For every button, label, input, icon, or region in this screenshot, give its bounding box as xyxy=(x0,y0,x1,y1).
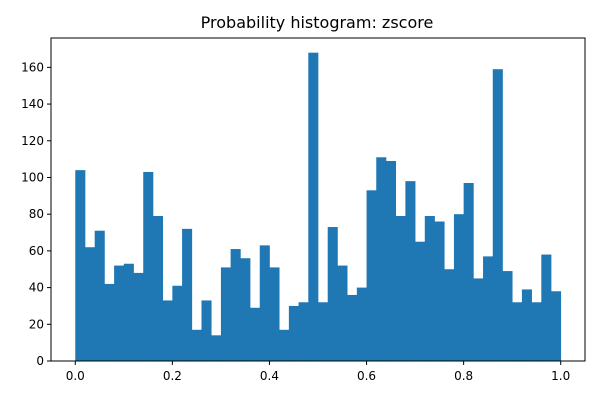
histogram-bar xyxy=(230,249,241,361)
histogram-bar xyxy=(347,294,358,361)
histogram-bar xyxy=(172,285,183,361)
y-tick-label: 0 xyxy=(36,354,44,368)
histogram-bar xyxy=(512,302,523,361)
histogram-bar xyxy=(337,265,348,361)
x-tick-label: 1.0 xyxy=(551,369,570,383)
x-tick-label: 0.8 xyxy=(454,369,473,383)
histogram-bar xyxy=(405,181,416,361)
histogram-bar xyxy=(220,267,231,361)
histogram-bar xyxy=(143,171,154,361)
histogram-bar xyxy=(376,157,387,361)
y-tick-label: 40 xyxy=(29,281,44,295)
histogram-bar xyxy=(133,272,144,361)
histogram-bar xyxy=(123,263,134,361)
histogram-bar xyxy=(415,241,426,361)
histogram-bar xyxy=(250,307,261,361)
histogram-bar xyxy=(152,216,164,361)
histogram-bar xyxy=(395,216,406,361)
histogram-bar xyxy=(84,247,96,361)
x-tick-label: 0.6 xyxy=(357,369,376,383)
histogram-bar xyxy=(473,278,484,361)
histogram-bar xyxy=(75,170,86,361)
histogram-bar xyxy=(385,160,397,361)
histogram-bar xyxy=(356,287,367,361)
axes-layer: 0.0 0.2 0.4 0.6 0.8 1.0 0 20 40 60 80 100 120 140 160 xyxy=(21,37,586,383)
histogram-bar xyxy=(279,329,290,361)
y-tick-label: 80 xyxy=(29,207,44,221)
histogram-bar xyxy=(269,267,280,361)
histogram-bar xyxy=(434,221,445,361)
plot-frame xyxy=(50,37,586,362)
histogram-bar xyxy=(551,291,562,361)
histogram-bar xyxy=(182,228,193,361)
y-tick-label: 160 xyxy=(21,60,44,74)
histogram-bar xyxy=(444,269,455,361)
histogram-bar xyxy=(259,245,270,361)
histogram-bar xyxy=(453,214,464,361)
histogram-bar xyxy=(327,227,338,361)
histogram-bar xyxy=(211,335,222,361)
histogram-bar xyxy=(298,302,309,361)
histogram-bar xyxy=(424,216,435,361)
x-tick-label: 0.0 xyxy=(66,369,85,383)
histogram-bar xyxy=(502,271,513,361)
x-tick-label: 0.2 xyxy=(163,369,182,383)
y-tick-label: 20 xyxy=(29,317,44,331)
histogram-bar xyxy=(162,300,173,361)
histogram-bar xyxy=(531,302,542,361)
x-tick-label: 0.4 xyxy=(260,369,279,383)
y-tick-label: 60 xyxy=(29,244,44,258)
bars-layer xyxy=(75,52,562,362)
histogram-bar xyxy=(366,190,377,361)
histogram-bar xyxy=(463,182,474,361)
histogram-bar xyxy=(483,256,494,361)
histogram-bar xyxy=(318,302,329,361)
histogram-bar xyxy=(94,230,105,361)
histogram-bar xyxy=(288,305,299,361)
histogram-bar xyxy=(201,300,212,361)
histogram-bar xyxy=(191,329,202,361)
histogram-bar xyxy=(240,258,251,361)
histogram-bar xyxy=(521,289,532,361)
histogram-bar xyxy=(492,69,503,361)
chart-title: Probability histogram: zscore xyxy=(201,13,434,32)
y-tick-label: 100 xyxy=(21,170,44,184)
histogram-bar xyxy=(104,283,115,361)
histogram-bar xyxy=(308,52,319,362)
y-tick-label: 120 xyxy=(21,134,44,148)
histogram-bar xyxy=(541,254,552,361)
histogram-bar xyxy=(114,265,125,361)
y-tick-label: 140 xyxy=(21,97,44,111)
